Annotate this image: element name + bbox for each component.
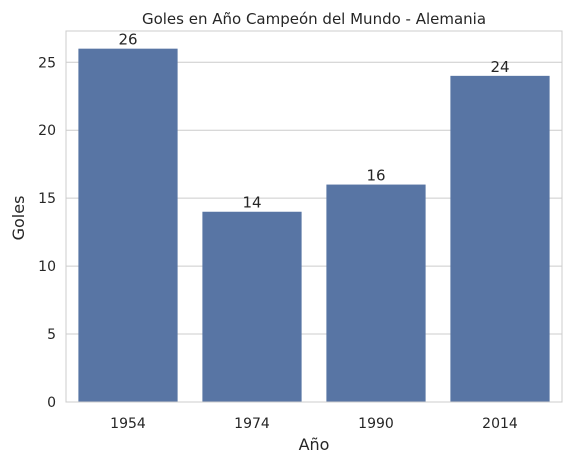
bar [202,211,302,402]
chart-title: Goles en Año Campeón del Mundo - Alemani… [142,10,486,28]
y-tick-label: 10 [38,259,56,275]
y-tick-label: 20 [38,123,56,139]
bar [78,48,178,403]
bar-value-label: 26 [118,31,137,49]
plot-frame [65,30,563,403]
x-tick-label: 2014 [482,416,518,432]
y-tick-label: 5 [47,327,56,343]
x-tick-label: 1974 [234,416,270,432]
y-tick-label: 15 [38,191,56,207]
y-tick-label: 25 [38,55,56,71]
x-axis-label: Año [299,435,330,454]
bar [450,75,550,402]
bar-layer [78,48,550,403]
axis-layer: 0 5 10 15 20 25 1954 1974 1990 2014 [38,30,563,432]
x-tick-label: 1990 [358,416,394,432]
x-tick-label: 1954 [110,416,146,432]
y-tick-label: 0 [47,395,56,411]
bar [326,184,426,402]
bar-value-label: 14 [242,194,261,212]
y-axis-label: Goles [9,196,28,241]
bar-value-label: 24 [490,58,509,76]
bar-value-label: 16 [366,167,385,185]
label-layer: 26 14 16 24 [118,31,509,212]
